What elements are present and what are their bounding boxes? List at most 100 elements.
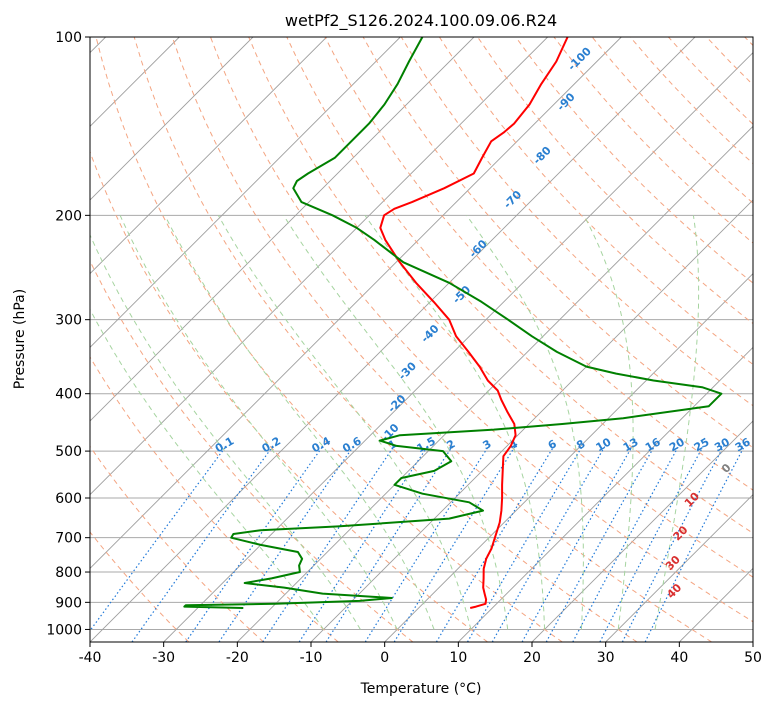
mixing-ratio-line [644,445,746,642]
height-label: -30 [396,359,419,382]
isotherms [90,37,753,642]
mixing-ratio-label: 0.6 [340,434,364,455]
height-label: 20 [671,523,691,543]
y-tick-label: 700 [55,531,82,547]
mixing-ratio-line [364,445,490,642]
isotherm-line [90,37,401,348]
moist-adiabat [364,215,546,630]
mixing-ratio-line [185,445,324,642]
y-tick-label: 200 [55,208,82,224]
sounding-profiles [183,37,723,609]
x-tick-label: -30 [152,650,175,666]
dry-adiabat [210,37,753,623]
dry-adiabat [591,37,753,204]
dry-adiabats [90,37,753,642]
isotherm-line [90,37,475,422]
dry-adiabat [90,259,414,642]
height-label: -90 [554,90,577,113]
dry-adiabat [706,37,753,86]
dry-adiabat [668,37,753,125]
y-axis-ticks: 100 200 300 400 500 600 700 800 900 1000 [46,30,90,638]
mixing-ratio-line [521,445,634,642]
isotherm-line [605,494,753,642]
dry-adiabat [553,37,753,244]
x-tick-label: -40 [79,650,102,666]
pressure-gridlines [90,37,753,630]
isotherm-line [384,273,753,642]
mixing-ratio-line [545,445,656,642]
mixing-ratio-line [621,445,725,642]
x-tick-label: -20 [226,650,249,666]
temperature-profile-line [379,37,569,609]
moist-adiabat [583,215,634,630]
dry-adiabat [744,37,753,47]
moist-adiabat [654,215,700,630]
isotherm-line [458,346,753,642]
mixing-ratio-line [131,445,274,642]
moist-adiabat [90,308,324,630]
mixing-ratio-line [262,445,395,642]
moist-adiabat [119,215,398,630]
mixing-ratio-label: 0.1 [213,434,236,455]
y-axis-label: Pressure (hPa) [12,289,28,389]
plot-frame [89,36,754,643]
height-label: -80 [531,144,554,167]
isotherm-line [679,567,753,642]
y-tick-label: 500 [55,444,82,460]
isotherm-line [90,37,548,496]
dry-adiabat [90,356,339,642]
mixing-ratio-lines [90,445,746,642]
mixing-ratio-line [325,445,454,642]
x-tick-label: 50 [744,650,762,666]
chart-title: wetPf2_S126.2024.100.09.06.R24 [285,11,557,31]
dry-adiabat [90,445,264,642]
mixing-ratio-line [572,445,680,642]
mixing-ratio-label: 0.4 [310,434,334,455]
y-tick-label: 900 [55,595,82,611]
height-label: -60 [467,237,490,260]
x-tick-label: 30 [597,650,615,666]
dry-adiabat [286,37,753,534]
moist-adiabat [164,215,435,630]
dry-adiabat [90,150,488,642]
mixing-ratio-line [90,445,227,632]
height-label: 0 [719,461,734,476]
isotherm-line [90,37,622,569]
isotherm-line [163,52,753,642]
dry-adiabat [171,37,712,642]
mixing-ratio-line [435,445,555,642]
mixing-ratio-line [298,445,429,642]
y-tick-label: 400 [55,387,82,403]
mixing-ratio-line [466,445,584,642]
dry-adiabat [90,531,190,642]
height-label: -20 [385,392,408,415]
height-label: -40 [418,322,441,345]
moist-adiabat [217,215,472,630]
y-tick-label: 1000 [46,622,82,638]
dry-adiabat [438,37,753,366]
isotherm-line [531,420,753,642]
mixing-ratio-label: 6 [546,437,559,452]
height-label: 40 [664,581,684,601]
x-tick-label: 0 [380,650,389,666]
isotherm-line [237,125,753,642]
y-tick-label: 100 [55,30,82,46]
mixing-ratio-line [599,445,704,642]
moist-adiabat [90,233,361,630]
y-tick-label: 300 [55,313,82,329]
moist-adiabat [466,215,584,630]
dewpoint-profile-line [183,37,723,609]
mixing-ratio-line [218,445,355,642]
isotherm-line [90,37,254,201]
y-tick-label: 800 [55,565,82,581]
dry-adiabat [248,37,753,578]
dry-adiabat [95,37,563,642]
mixing-ratio-line [393,445,516,642]
x-axis-label: Temperature (°C) [360,681,482,697]
x-tick-label: -10 [300,650,323,666]
mixing-ratio-label: 3 [480,437,493,452]
dry-adiabat [133,37,638,642]
moist-adiabat [283,215,509,630]
isotherm-line [310,199,753,642]
